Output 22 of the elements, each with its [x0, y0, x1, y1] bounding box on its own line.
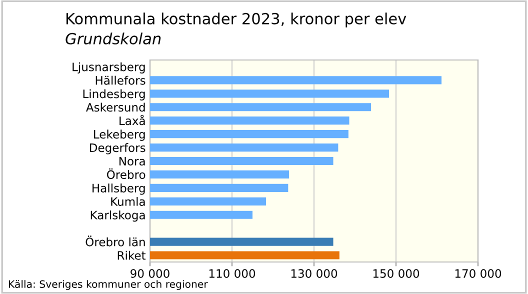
- chart-subtitle: Grundskolan: [66, 32, 161, 44]
- y-tick-label: Hallsberg: [92, 184, 145, 195]
- y-tick-label: Ljusnarsberg: [72, 62, 145, 74]
- x-tick-label: 110 000: [209, 269, 256, 278]
- y-tick-label: Kumla: [111, 197, 145, 206]
- y-tick-label: Askersund: [86, 102, 145, 112]
- y-tick-label: Lekeberg: [94, 130, 145, 141]
- x-tick-label: 90 000: [130, 269, 170, 278]
- y-tick-label: Nora: [119, 156, 145, 166]
- y-tick-label: Riket: [118, 250, 146, 260]
- x-tick-label: 130 000: [291, 269, 338, 278]
- y-tick-label: Karlskoga: [90, 210, 145, 222]
- y-tick-label: Hällefors: [96, 76, 146, 85]
- y-tick-label: Degerfors: [90, 143, 146, 154]
- x-tick-label: 170 000: [455, 269, 502, 278]
- y-tick-label: Lindesberg: [83, 89, 145, 100]
- y-tick-label: Laxå: [120, 114, 145, 126]
- x-tick-label: 150 000: [373, 269, 420, 278]
- y-tick-label: Örebro: [106, 168, 146, 180]
- y-tick-label: Örebro län: [86, 236, 145, 246]
- chart-title: Kommunala kostnader 2023, kronor per elev: [66, 12, 406, 28]
- text: Källa: Sveriges kommuner och regioner: [8, 280, 208, 290]
